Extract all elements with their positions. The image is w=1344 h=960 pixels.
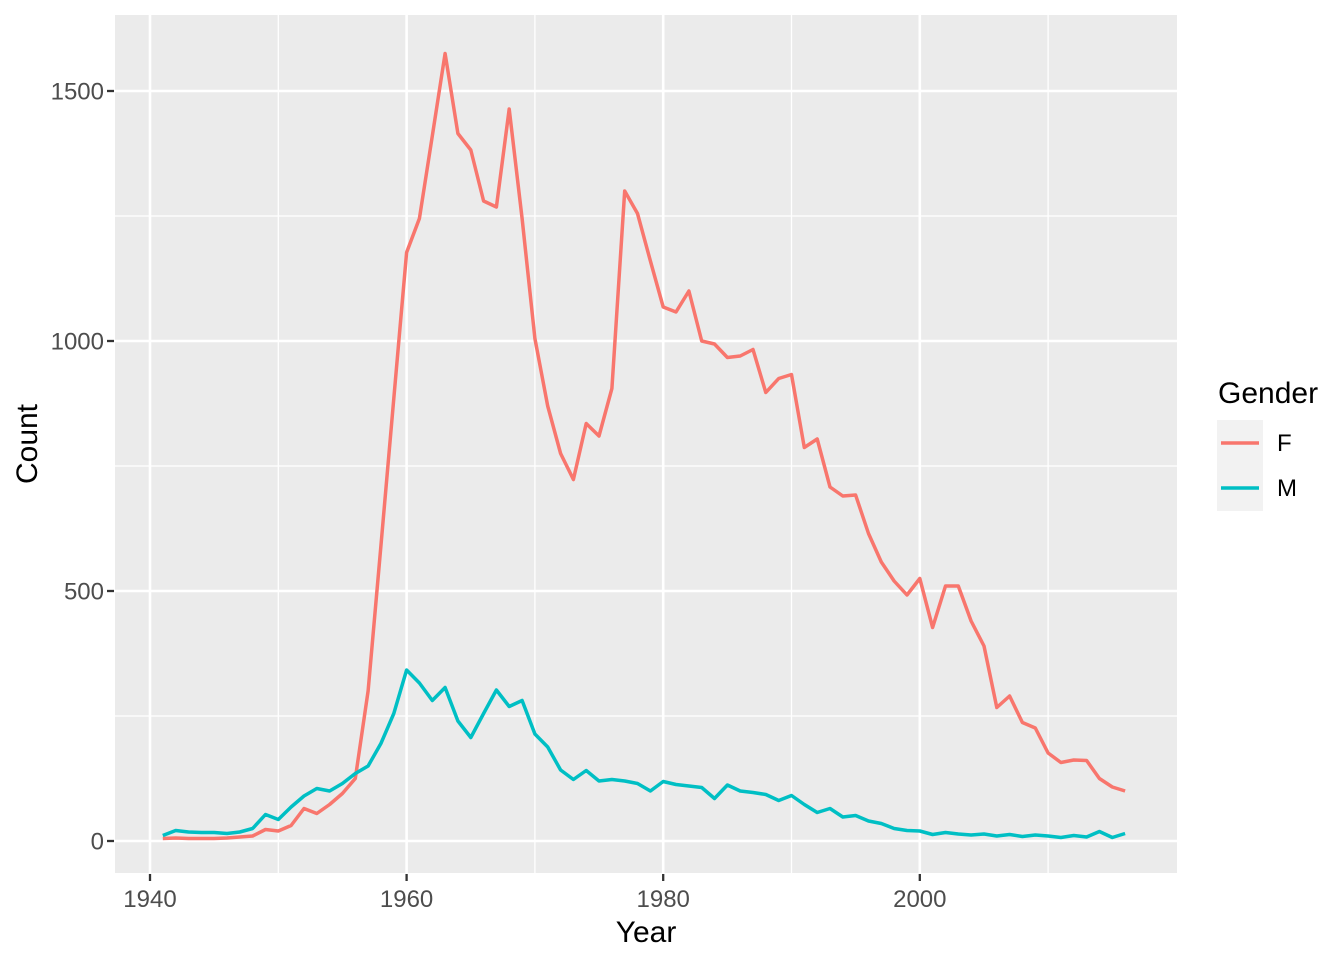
- x-tick-label: 2000: [893, 886, 946, 913]
- y-axis: 0 500 1000 1500: [51, 79, 114, 856]
- y-tick-label: 1000: [51, 329, 104, 356]
- legend: Gender F M: [1217, 377, 1318, 511]
- y-axis-title: Count: [11, 403, 44, 484]
- y-tick-label: 0: [91, 829, 104, 856]
- y-tick-label: 500: [64, 579, 104, 606]
- x-axis: 1940 1960 1980 2000: [123, 874, 946, 913]
- x-tick-label: 1940: [123, 886, 176, 913]
- x-tick-label: 1960: [380, 886, 433, 913]
- y-tick-label: 1500: [51, 79, 104, 106]
- plot-panel: [115, 15, 1177, 873]
- legend-label-m: M: [1277, 475, 1297, 502]
- x-axis-title: Year: [616, 916, 677, 949]
- major-gridlines: [115, 15, 1177, 873]
- minor-gridlines: [115, 15, 1177, 873]
- series-line-f: [162, 51, 1126, 841]
- series-line-m: [162, 668, 1126, 840]
- legend-label-f: F: [1277, 430, 1292, 457]
- legend-title: Gender: [1218, 377, 1318, 410]
- x-tick-label: 1980: [637, 886, 690, 913]
- data-series-group: [162, 51, 1126, 841]
